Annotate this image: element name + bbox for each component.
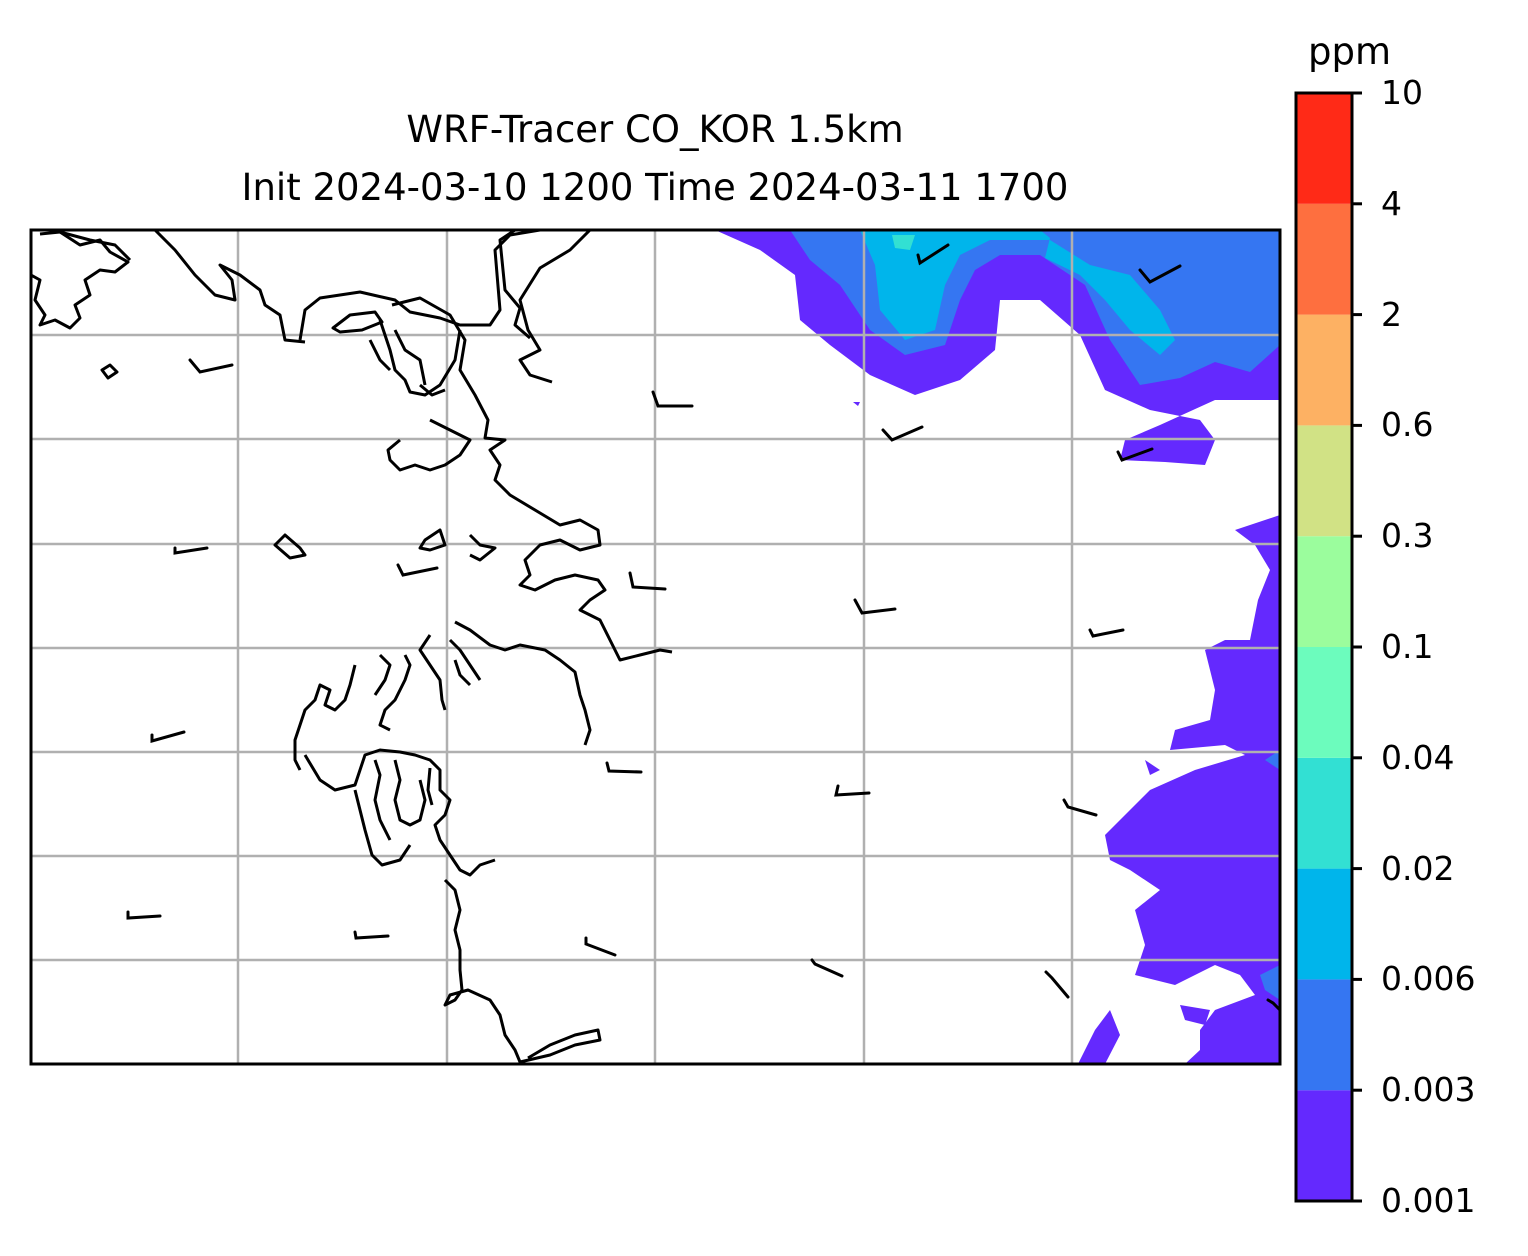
colorbar-segment [1296,93,1352,204]
contour-fill-patch [1145,760,1160,775]
colorbar-segment [1296,757,1352,869]
colorbar-tick-label: 0.02 [1381,848,1455,888]
colorbar-tick-label: 10 [1381,73,1423,112]
contour-fill-top-0.006 [860,230,1175,355]
colorbar-tick-label: 2 [1381,294,1402,334]
colorbar-segment [1296,203,1352,315]
colorbar-segment [1296,647,1352,758]
contour-fill-right-0.001 [1105,515,1280,1064]
colorbar-tick-label: 0.006 [1381,959,1476,999]
colorbar-tick-label: 0.3 [1381,516,1434,556]
contour-fill-right-0.003b [1260,965,1280,1000]
colorbar-tick-label: 0.04 [1381,737,1455,777]
contour-fill-patch2 [1180,1005,1210,1025]
colorbar-tick-label: 0.1 [1381,627,1434,666]
colorbar-segment [1296,425,1352,537]
colorbar-unit-label: ppm [1308,30,1392,73]
contour-fill-top-0.02 [892,235,915,250]
colorbar-segment [1296,536,1352,647]
colorbar-segment [1296,314,1352,426]
colorbar-tick-label: 0.001 [1381,1181,1476,1220]
colorbar-tick-label: 4 [1381,183,1402,223]
contour-fill-dot [853,402,860,406]
colorbar-tick-label: 0.003 [1381,1070,1476,1110]
colorbar-segment [1296,1090,1352,1201]
contour-fill-right-0.003 [1265,750,1280,770]
colorbar-segment [1296,868,1352,980]
gridlines [31,230,1280,1064]
map-title-line2: Init 2024-03-10 1200 Time 2024-03-11 170… [241,166,1069,209]
map-title-line1: WRF-Tracer CO_KOR 1.5km [406,108,904,151]
wind-barbs [126,243,1280,1012]
colorbar-tick-label: 0.6 [1381,405,1434,445]
contour-fill-bottom-0.001 [1078,1010,1120,1064]
colorbar-segment [1296,979,1352,1091]
coastlines [31,230,673,1064]
map-frame [29,228,1282,1066]
